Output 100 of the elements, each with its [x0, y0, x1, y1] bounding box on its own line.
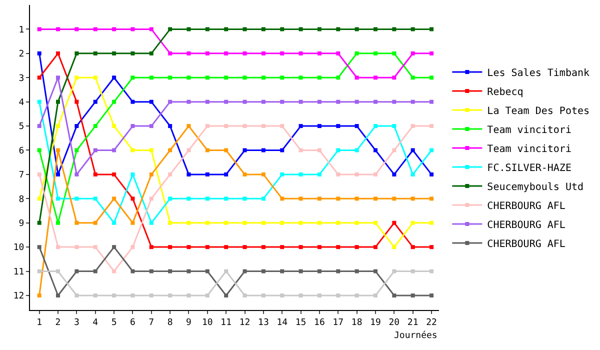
point — [205, 27, 210, 32]
point — [74, 27, 79, 32]
point — [430, 27, 434, 32]
point — [317, 220, 322, 225]
point — [74, 220, 79, 225]
x-tick-label: 5 — [111, 318, 117, 328]
point — [280, 172, 284, 176]
point — [298, 124, 303, 128]
point — [186, 245, 191, 250]
point — [112, 220, 116, 225]
point — [374, 100, 378, 104]
legend-label: Les Sales Timbank — [487, 68, 590, 79]
point — [205, 269, 210, 274]
point — [336, 269, 340, 274]
point — [74, 172, 79, 176]
point — [354, 27, 359, 32]
point — [186, 51, 191, 56]
point — [280, 76, 284, 80]
y-tick-label: 11 — [13, 267, 24, 278]
point — [392, 124, 396, 128]
point — [298, 172, 303, 176]
point — [261, 51, 266, 56]
point — [224, 51, 228, 56]
point — [149, 51, 154, 56]
point — [168, 51, 172, 56]
point — [130, 172, 135, 176]
point — [168, 27, 172, 32]
point — [242, 245, 247, 250]
point — [112, 172, 116, 176]
point — [56, 196, 60, 201]
x-tick-label: 15 — [295, 318, 306, 328]
point — [430, 196, 434, 201]
point — [392, 148, 396, 152]
point — [205, 245, 210, 250]
point — [280, 148, 284, 152]
point — [280, 124, 284, 128]
point — [56, 124, 60, 128]
point — [392, 196, 396, 201]
point — [317, 76, 322, 80]
point — [354, 76, 359, 80]
point — [168, 148, 172, 152]
point — [37, 293, 42, 298]
legend-label: Team vincitori — [487, 144, 572, 155]
point — [130, 293, 135, 298]
point — [354, 51, 359, 56]
point — [112, 100, 116, 104]
point — [242, 124, 247, 128]
point — [242, 27, 247, 32]
point — [205, 220, 210, 225]
point — [374, 220, 378, 225]
point — [410, 245, 415, 250]
point — [93, 148, 98, 152]
point — [430, 100, 434, 104]
point — [130, 51, 135, 56]
point — [224, 196, 228, 201]
point — [298, 269, 303, 274]
x-tick-label: 10 — [202, 318, 213, 328]
point — [37, 196, 42, 201]
point — [130, 148, 135, 152]
point — [74, 51, 79, 56]
point — [336, 27, 340, 32]
point — [392, 76, 396, 80]
point — [186, 172, 191, 176]
x-tick-label: 12 — [239, 318, 250, 328]
point — [224, 293, 228, 298]
point — [168, 124, 172, 128]
point — [93, 51, 98, 56]
point — [149, 172, 154, 176]
point — [56, 293, 60, 298]
point — [112, 245, 116, 250]
point — [392, 172, 396, 176]
point — [392, 245, 396, 250]
point — [280, 245, 284, 250]
point — [205, 51, 210, 56]
x-tick-label: 4 — [92, 318, 98, 328]
point — [410, 100, 415, 104]
point — [336, 100, 340, 104]
point — [410, 148, 415, 152]
point — [317, 172, 322, 176]
point — [392, 293, 396, 298]
x-tick-label: 13 — [258, 318, 269, 328]
point — [93, 196, 98, 201]
point — [168, 293, 172, 298]
legend-label: CHERBOURG AFL — [487, 200, 566, 212]
point — [205, 172, 210, 176]
point — [224, 124, 228, 128]
x-tick-label: 2 — [55, 318, 61, 328]
point — [56, 100, 60, 104]
point — [242, 269, 247, 274]
point — [261, 100, 266, 104]
legend-label: FC.SILVER-HAZE — [487, 162, 572, 174]
point — [74, 76, 79, 80]
point — [112, 269, 116, 274]
point — [56, 220, 60, 225]
point — [37, 76, 42, 80]
point — [168, 100, 172, 104]
point — [93, 124, 98, 128]
point — [354, 220, 359, 225]
point — [336, 148, 340, 152]
x-tick-label: 20 — [388, 318, 400, 328]
